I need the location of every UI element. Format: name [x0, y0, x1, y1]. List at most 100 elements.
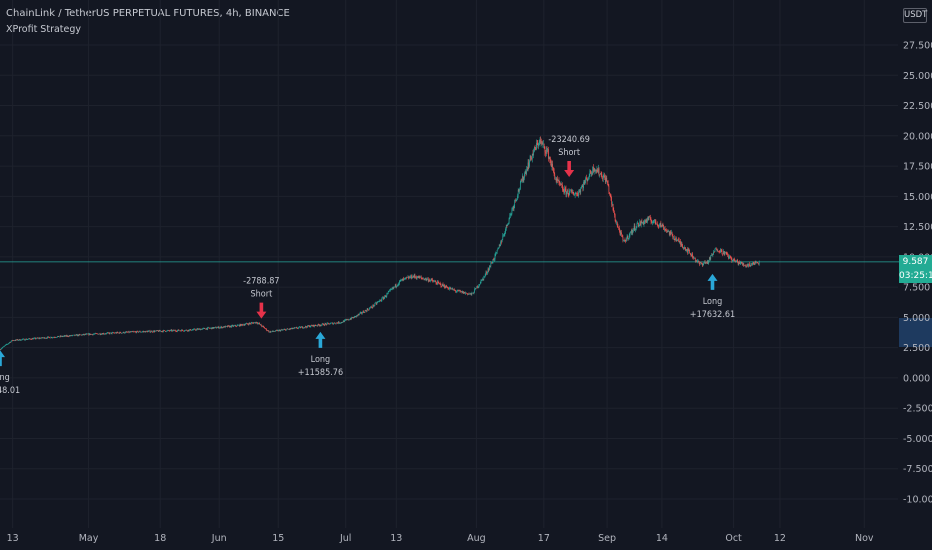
candle-body — [662, 224, 664, 227]
candle-body — [510, 213, 512, 215]
candle-body — [14, 340, 16, 342]
candle-body — [81, 334, 83, 336]
candle-body — [88, 333, 90, 335]
candle-body — [614, 214, 616, 222]
candle-body — [364, 310, 366, 313]
strategy-name[interactable]: XProfit Strategy — [6, 24, 82, 35]
candle-body — [422, 278, 424, 279]
candle-body — [408, 277, 410, 279]
candle-body — [193, 328, 195, 330]
price-axis[interactable]: 27.500 25.000 22.500 20.000 17.500 15.000 12.5… — [903, 41, 932, 506]
candle-body — [735, 261, 737, 263]
candle-body — [251, 322, 253, 324]
candle-body — [71, 335, 73, 337]
candle-body — [596, 169, 598, 171]
candle-body — [487, 269, 489, 273]
candle-body — [277, 330, 279, 332]
candle-body — [328, 323, 330, 325]
candle-body — [238, 324, 239, 326]
candle-body — [649, 216, 650, 218]
currency-badge[interactable]: USDT — [903, 8, 927, 23]
candle-body — [544, 146, 546, 152]
candle-body — [736, 259, 738, 262]
candle-body — [713, 251, 714, 255]
x-tick-label: 13 — [390, 533, 402, 544]
candle-body — [653, 220, 655, 222]
candle-body — [407, 276, 409, 278]
candle-body — [602, 178, 603, 180]
candle-body — [598, 168, 600, 175]
candle-body — [9, 342, 10, 344]
candle-body — [257, 322, 258, 324]
candle-body — [366, 308, 368, 312]
candle-body — [520, 180, 522, 183]
symbol-title[interactable]: ChainLink / TetherUS PERPETUAL FUTURES, … — [6, 8, 290, 19]
candle-body — [507, 223, 509, 226]
candle-body — [375, 302, 377, 304]
candle-body — [309, 326, 311, 328]
candle-body — [670, 231, 672, 234]
candle-body — [8, 343, 10, 344]
candle-body — [661, 224, 663, 227]
candle-body — [66, 335, 67, 337]
candle-body — [303, 327, 305, 328]
last-price-tag: 9.587 — [899, 254, 932, 269]
candle-body — [562, 189, 564, 191]
candle-body — [717, 250, 719, 252]
candle-body — [80, 334, 82, 336]
candle-body — [336, 322, 338, 324]
candle-body — [659, 225, 660, 227]
x-tick-label: 17 — [538, 533, 550, 544]
candle-body — [180, 330, 182, 332]
candle-body — [739, 262, 740, 264]
candle-body — [592, 166, 594, 174]
candle-body — [31, 338, 33, 340]
candle-body — [77, 334, 78, 336]
candle-body — [315, 325, 317, 327]
long-arrow-icon — [707, 273, 718, 290]
candle-body — [509, 215, 511, 219]
candle-body — [332, 322, 334, 325]
candle-body — [50, 337, 52, 338]
candle-body — [293, 328, 294, 330]
candle-body — [482, 278, 483, 280]
candle-body — [98, 334, 100, 335]
candle-body — [635, 228, 636, 230]
candle-body — [80, 334, 81, 336]
candle-body — [656, 223, 658, 225]
time-axis[interactable]: 13 May 18 Jun 15 Jul 13 Aug 17 Sep 14 Oct 12 Nov — [7, 533, 874, 544]
candle-body — [226, 326, 227, 327]
candle-body — [103, 333, 105, 335]
candle-body — [498, 247, 499, 249]
candle-body — [621, 234, 623, 238]
candle-body — [5, 344, 7, 346]
candle-body — [0, 348, 2, 350]
candle-body — [399, 280, 401, 281]
candle-body — [189, 329, 191, 330]
candle-body — [61, 335, 63, 337]
candle-body — [267, 330, 269, 332]
candle-body — [171, 329, 173, 332]
candle-body — [354, 316, 355, 318]
candle-body — [121, 332, 123, 334]
candle-body — [524, 171, 526, 174]
candle-body — [70, 335, 72, 336]
candle-body — [114, 332, 116, 334]
candle-body — [746, 264, 748, 267]
candle-body — [558, 179, 560, 183]
candle-body — [481, 279, 483, 281]
candle-body — [433, 281, 435, 282]
candle-body — [353, 317, 355, 318]
candle-body — [82, 334, 84, 335]
candle-body — [550, 162, 552, 167]
candle-body — [389, 289, 391, 291]
candle-body — [248, 324, 249, 325]
candle-body — [170, 329, 172, 331]
candle-body — [99, 333, 101, 335]
candle-body — [16, 339, 17, 341]
candle-body — [649, 217, 651, 220]
candle-body — [479, 284, 480, 285]
candle-body — [11, 340, 12, 342]
candle-body — [651, 221, 653, 224]
